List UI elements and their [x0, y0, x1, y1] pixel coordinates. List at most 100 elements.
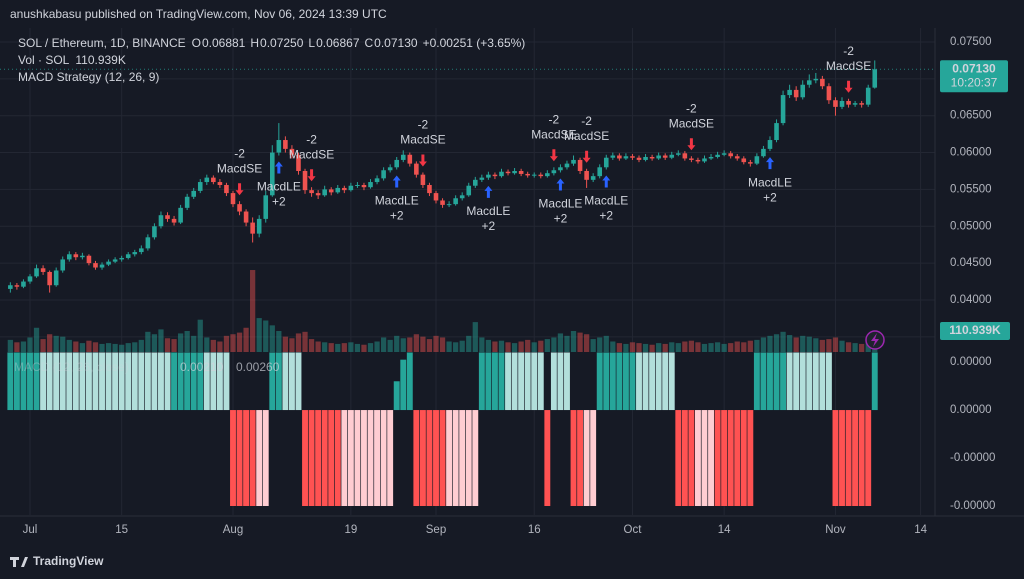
- macd-bar: [112, 352, 119, 411]
- candle-body: [486, 174, 491, 178]
- legend: SOL / Ethereum, 1D, BINANCE O 0.06881 H 0.07…: [18, 36, 525, 84]
- candle-body: [538, 174, 544, 177]
- legend-volume-value: 110.939K: [75, 53, 126, 67]
- macd-bar: [13, 352, 20, 411]
- volume-bar: [623, 343, 629, 352]
- volume-bar: [14, 342, 20, 352]
- macd-bar: [773, 352, 780, 411]
- volume-bar: [472, 322, 478, 352]
- volume-layer: [7, 270, 878, 352]
- candle-body: [191, 190, 196, 197]
- publish-header: anushkabasu published on TradingView.com…: [10, 7, 387, 21]
- volume-bar: [800, 335, 806, 352]
- candle-body: [734, 156, 740, 159]
- volume-bar: [787, 335, 793, 352]
- candle-body: [846, 100, 851, 105]
- macd-bar: [603, 352, 610, 411]
- candle-body: [872, 69, 878, 88]
- macd-bar: [550, 352, 557, 411]
- macd-bar: [439, 410, 446, 507]
- volume-bar: [27, 337, 33, 352]
- candle-body: [446, 204, 452, 206]
- candle-body: [512, 170, 517, 174]
- macd-bar: [832, 410, 839, 507]
- macd-bar: [203, 352, 210, 411]
- volume-bar: [590, 339, 596, 352]
- macd-readout: 0.00260: [236, 360, 280, 374]
- macd-bar: [85, 352, 92, 411]
- volume-bar: [230, 334, 236, 352]
- volume-bar: [250, 270, 256, 352]
- candle-body: [623, 156, 629, 159]
- candle-body: [217, 182, 223, 185]
- volume-bar: [832, 337, 839, 352]
- volume-bar: [105, 343, 112, 352]
- volume-bar: [53, 335, 59, 352]
- macd-bar: [190, 352, 197, 411]
- volume-bar: [145, 331, 151, 352]
- x-tick-label: Nov: [825, 524, 846, 536]
- macd-bar: [144, 352, 151, 411]
- macd-bar: [321, 410, 328, 507]
- volume-bar: [760, 337, 767, 352]
- volume-bar: [525, 339, 531, 352]
- volume-bar: [151, 334, 158, 352]
- candle-body: [224, 184, 229, 194]
- candle-body: [309, 190, 314, 194]
- macd-bar: [505, 352, 511, 411]
- volume-bar: [295, 333, 302, 352]
- volume-last-box: [940, 322, 1010, 341]
- candle-body: [603, 157, 609, 168]
- candle-body: [859, 103, 864, 105]
- volume-bar: [479, 337, 485, 352]
- volume-bar: [263, 320, 269, 352]
- sell-arrow: [235, 183, 244, 196]
- macd-bar: [334, 410, 341, 507]
- volume-bar: [518, 341, 524, 352]
- signal-qty: +2: [482, 219, 496, 233]
- signal-qty: -2: [234, 146, 245, 160]
- y-tick-label: 0.05500: [950, 183, 992, 195]
- macd-bar: [387, 410, 394, 507]
- candle-body: [47, 271, 52, 286]
- volume-bar: [348, 342, 354, 352]
- volume-bar: [289, 338, 295, 352]
- candle-body: [99, 264, 105, 268]
- volume-bar: [551, 337, 557, 352]
- legend-text: O: [192, 36, 201, 50]
- volume-bar: [741, 342, 747, 352]
- y2-tick-label: -0.00000: [950, 452, 995, 464]
- macd-bar: [531, 352, 538, 411]
- candle-body: [165, 215, 170, 219]
- volume-bar: [819, 339, 825, 352]
- volume-bar: [544, 339, 550, 352]
- y-tick-label: 0.04500: [950, 257, 992, 269]
- candle-body: [315, 193, 321, 196]
- volume-bar: [649, 344, 655, 352]
- grid: [0, 28, 935, 515]
- macd-bar: [812, 352, 819, 411]
- candle-body: [53, 270, 59, 286]
- candle-body: [158, 215, 164, 227]
- candle-body: [813, 78, 819, 81]
- macd-bar: [852, 410, 859, 507]
- macd-bar: [498, 352, 505, 411]
- macd-bar: [577, 410, 584, 507]
- candle-body: [368, 182, 373, 188]
- macd-bar: [295, 352, 302, 411]
- volume-bar: [204, 337, 210, 352]
- volume-bar: [577, 332, 583, 352]
- volume-bar: [656, 343, 662, 352]
- candle-body: [590, 176, 596, 180]
- macd-bar: [622, 352, 629, 411]
- macd-bar: [858, 410, 865, 507]
- candle-body: [256, 218, 262, 234]
- candle-body: [649, 156, 655, 159]
- signal-qty: +2: [763, 190, 777, 204]
- volume-bar: [662, 343, 668, 352]
- candle-body: [14, 285, 20, 287]
- candle-body: [381, 170, 386, 179]
- macd-bar: [459, 410, 466, 507]
- volume-bar: [806, 336, 812, 352]
- volume-bar: [721, 343, 727, 352]
